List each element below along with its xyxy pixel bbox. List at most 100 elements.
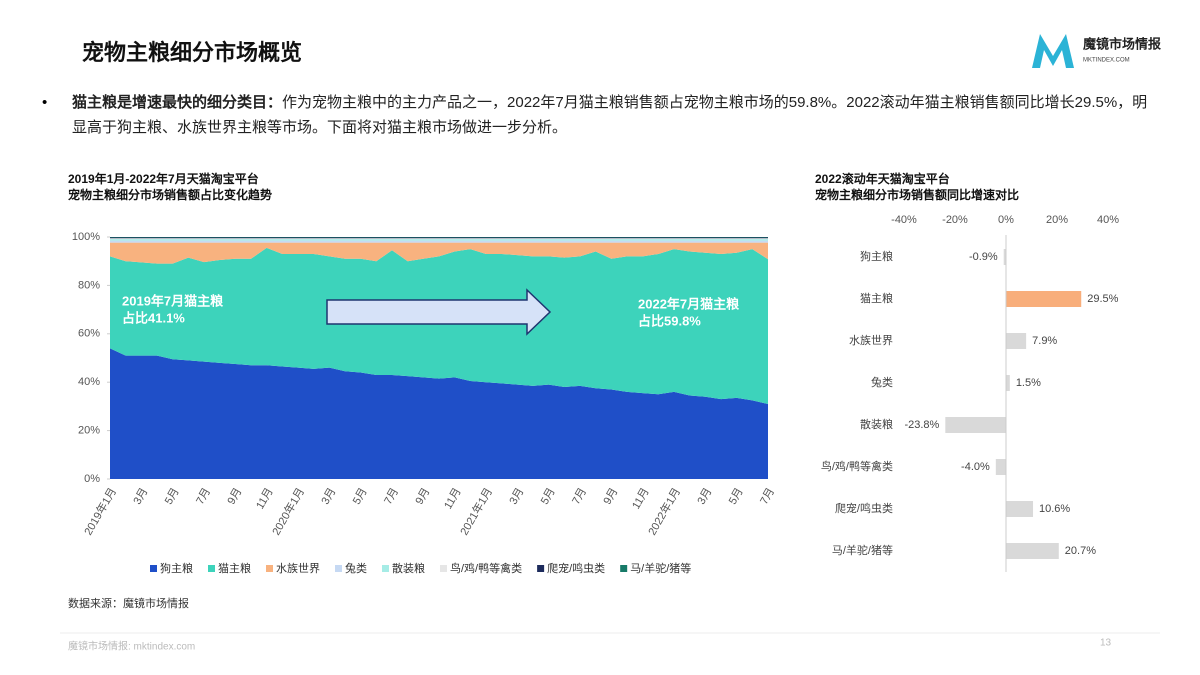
x-tick-label: 20%: [1046, 214, 1068, 226]
bar: [1006, 543, 1059, 559]
value-label: 10.6%: [1039, 503, 1070, 515]
bar: [1006, 501, 1034, 517]
area: [110, 247, 768, 404]
chart1-title: 2019年1月-2022年7月天猫淘宝平台: [68, 171, 259, 186]
area: [110, 239, 768, 241]
category-label: 狗主粮: [860, 249, 893, 263]
slide-title: 宠物主粮细分市场概览: [82, 40, 302, 65]
legend-label: 爬宠/鸣虫类: [547, 561, 605, 575]
legend-swatch: [335, 565, 342, 572]
legend-swatch: [537, 565, 545, 572]
x-tick-label: 5月: [539, 486, 558, 507]
x-tick-label: 40%: [1097, 214, 1119, 226]
x-tick-label: 9月: [601, 486, 620, 507]
y-tick-label: 80%: [78, 279, 100, 291]
category-label: 马/羊驼/猪等: [832, 543, 893, 557]
annotation: 占比41.1%: [122, 310, 185, 325]
legend-label: 鸟/鸡/鸭等禽类: [450, 561, 522, 575]
category-label: 鸟/鸡/鸭等禽类: [821, 459, 893, 473]
x-tick-label: 3月: [507, 486, 526, 507]
y-tick-label: 0%: [84, 473, 100, 485]
x-tick-label: 3月: [695, 486, 714, 507]
value-label: 20.7%: [1065, 545, 1096, 557]
legend-label: 狗主粮: [160, 561, 193, 575]
logo-sub: MKTINDEX.COM: [1083, 58, 1130, 64]
arrow: [326, 288, 552, 336]
y-tick-label: 20%: [78, 425, 100, 437]
value-label: 29.5%: [1087, 293, 1118, 305]
legend-swatch: [266, 565, 273, 572]
logo-mark: [1032, 34, 1074, 68]
legend-label: 水族世界: [276, 561, 320, 575]
bar: [995, 459, 1006, 475]
chart1-subtitle: 宠物主粮细分市场销售额占比变化趋势: [68, 187, 272, 202]
legend-swatch: [382, 565, 389, 572]
bullet-dot: •: [42, 94, 48, 111]
source: 数据来源：魔镜市场情报: [68, 596, 189, 610]
value-label: 7.9%: [1032, 335, 1057, 347]
bullet-bold: 猫主粮是增速最快的细分类目：: [72, 94, 283, 111]
bar: [1006, 375, 1010, 391]
area: [110, 240, 768, 243]
category-label: 兔类: [871, 375, 893, 389]
value-label: -23.8%: [904, 419, 939, 431]
area: [110, 242, 768, 264]
x-tick-label: 5月: [727, 486, 746, 507]
x-tick-label: 3月: [131, 486, 150, 507]
x-tick-label: 11月: [254, 486, 276, 511]
value-label: 1.5%: [1016, 377, 1041, 389]
legend-label: 马/羊驼/猪等: [630, 561, 691, 575]
x-tick-label: 7月: [570, 486, 589, 507]
x-tick-label: 2019年1月: [81, 485, 119, 538]
x-tick-label: 7月: [194, 486, 213, 507]
x-tick-label: 9月: [413, 486, 432, 507]
value-label: -0.9%: [969, 251, 998, 263]
footer-text: 魔镜市场情报: mktindex.com: [68, 640, 195, 653]
x-tick-label: 0%: [998, 214, 1014, 226]
logo-text: 魔镜市场情报: [1083, 36, 1162, 51]
bullet-text: 猫主粮是增速最快的细分类目：作为宠物主粮中的主力产品之一，2022年7月猫主粮销…: [72, 90, 1152, 140]
x-tick-label: 7月: [758, 486, 777, 507]
annotation: 占比59.8%: [638, 313, 701, 328]
bar: [945, 417, 1006, 433]
legend-swatch: [208, 565, 215, 572]
annotation: 2022年7月猫主粮: [638, 296, 740, 311]
chart2-title: 2022滚动年天猫淘宝平台: [815, 171, 950, 186]
legend-label: 兔类: [345, 561, 367, 575]
bar: [1006, 291, 1082, 307]
x-tick-label: 11月: [630, 486, 652, 511]
x-tick-label: 9月: [225, 486, 244, 507]
bullet-body: 作为宠物主粮中的主力产品之一，2022年7月猫主粮销售额占宠物主粮市场的59.8…: [72, 94, 1148, 136]
chart2-subtitle: 宠物主粮细分市场销售额同比增速对比: [815, 187, 1019, 202]
logo: [1032, 34, 1074, 68]
annotation: 2019年7月猫主粮: [122, 293, 224, 308]
bar: [1003, 249, 1006, 265]
x-tick-label: 7月: [382, 486, 401, 507]
legend-label: 猫主粮: [218, 561, 251, 575]
x-tick-label: -20%: [942, 214, 968, 226]
area: [110, 237, 768, 239]
category-label: 水族世界: [849, 333, 893, 347]
bar: [1006, 333, 1027, 349]
area: [110, 238, 768, 240]
x-tick-label: 5月: [351, 486, 370, 507]
area: [110, 348, 768, 479]
legend-label: 散装粮: [392, 561, 425, 575]
value-label: -4.0%: [961, 461, 990, 473]
legend-swatch: [620, 565, 628, 572]
legend-swatch: [150, 565, 157, 572]
y-tick-label: 40%: [78, 376, 100, 388]
x-tick-label: 3月: [319, 486, 338, 507]
x-tick-label: -40%: [891, 214, 917, 226]
legend-swatch: [440, 565, 447, 572]
page-number: 13: [1100, 638, 1112, 649]
y-tick-label: 60%: [78, 328, 100, 340]
x-tick-label: 11月: [442, 486, 464, 511]
category-label: 爬宠/鸣虫类: [835, 501, 893, 515]
x-tick-label: 5月: [163, 486, 182, 507]
y-tick-label: 100%: [72, 231, 100, 243]
category-label: 猫主粮: [860, 291, 893, 305]
category-label: 散装粮: [860, 417, 893, 431]
